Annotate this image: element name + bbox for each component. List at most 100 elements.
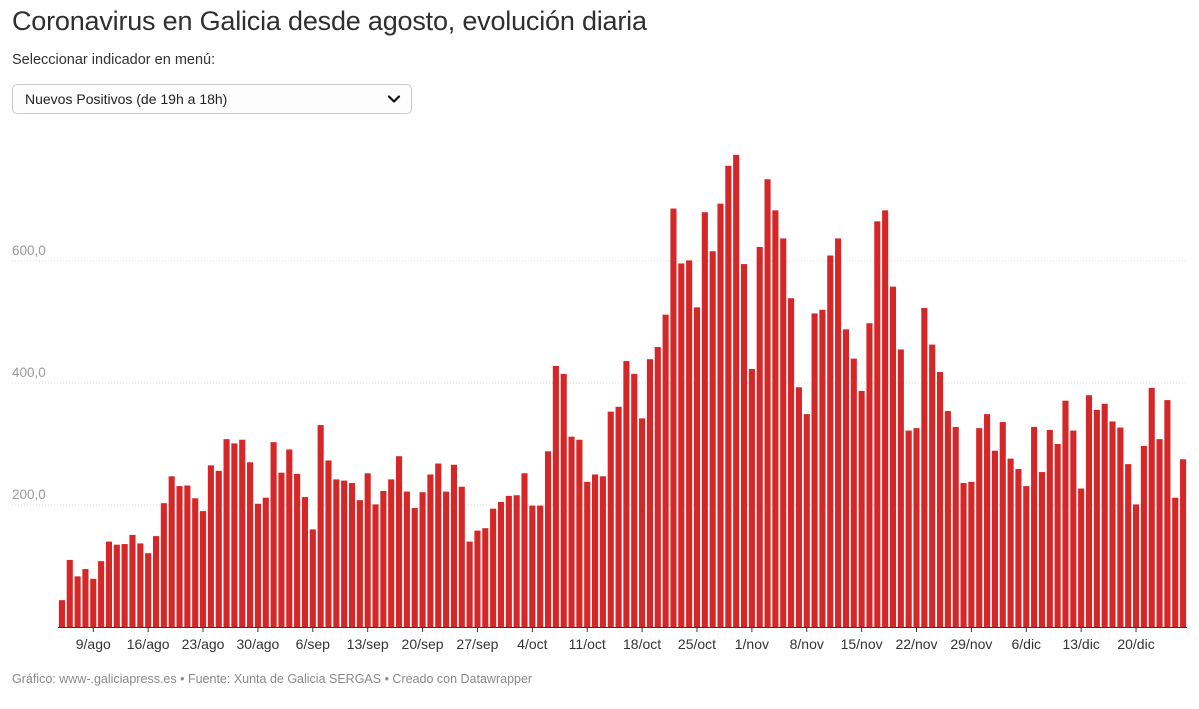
bar <box>537 505 544 627</box>
bar <box>1007 458 1014 627</box>
bar <box>90 578 97 627</box>
bar <box>231 443 238 627</box>
bar <box>66 559 73 627</box>
indicator-select-value: Nuevos Positivos (de 19h a 18h) <box>25 91 228 107</box>
bar <box>615 406 622 627</box>
bar <box>505 495 512 627</box>
bar <box>1117 427 1124 627</box>
bar <box>936 372 944 627</box>
bar <box>748 368 755 627</box>
x-tick-label: 22/nov <box>895 636 937 652</box>
x-tick-label: 13/dic <box>1062 636 1099 652</box>
bar <box>1023 486 1030 627</box>
bar <box>419 492 426 627</box>
bar <box>576 439 583 627</box>
bar <box>262 497 269 627</box>
bar <box>388 479 395 627</box>
bar <box>1101 403 1108 627</box>
bar <box>921 307 928 627</box>
bar <box>1015 469 1022 627</box>
bar <box>270 442 277 627</box>
bar <box>137 543 144 627</box>
bar <box>341 480 348 627</box>
bar <box>333 479 340 627</box>
bar <box>286 449 293 627</box>
bar <box>105 541 113 627</box>
bar <box>835 238 842 627</box>
bar <box>780 238 787 627</box>
y-tick-label: 200,0 <box>12 487 46 502</box>
chart-title: Coronavirus en Galicia desde agosto, evo… <box>12 6 647 36</box>
bar <box>395 456 403 627</box>
y-tick-label: 600,0 <box>12 243 46 258</box>
selector-caption: Seleccionar indicador en menú: <box>12 52 216 68</box>
bar <box>1148 387 1155 627</box>
bar <box>795 387 802 627</box>
bar <box>529 505 536 627</box>
bar <box>733 154 740 628</box>
bar <box>254 503 261 627</box>
bar <box>725 165 732 627</box>
x-tick-label: 20/dic <box>1117 636 1154 652</box>
x-tick-label: 6/sep <box>296 636 330 652</box>
bar <box>82 569 89 627</box>
x-tick-label: 20/sep <box>402 636 444 652</box>
daily-cases-chart: 200,0 400,0 600,0 9/ago 16/ago 23/ago 30/ago 6/… <box>12 154 1187 652</box>
bar <box>639 418 646 627</box>
bar <box>380 490 387 627</box>
bar <box>192 498 199 627</box>
bar <box>819 309 826 627</box>
bar <box>168 476 175 627</box>
bar <box>450 464 457 627</box>
bar <box>952 426 959 627</box>
bar <box>348 483 356 627</box>
bar <box>984 414 991 627</box>
bar <box>1180 459 1187 627</box>
bar <box>435 463 442 627</box>
bar <box>239 439 246 627</box>
bar <box>466 541 473 627</box>
bar <box>678 263 685 627</box>
bar <box>113 544 120 627</box>
bar <box>646 359 653 627</box>
bar <box>521 473 528 627</box>
bar <box>1062 400 1069 627</box>
bar <box>1038 472 1046 627</box>
bar <box>1125 464 1132 627</box>
bar <box>121 544 128 627</box>
x-tick-label: 15/nov <box>841 636 883 652</box>
bar <box>717 203 724 627</box>
bar <box>1046 429 1053 627</box>
indicator-select[interactable]: Nuevos Positivos (de 19h a 18h) <box>12 84 412 114</box>
bar <box>458 486 465 627</box>
bar <box>215 470 222 627</box>
x-tick-label: 18/oct <box>623 636 661 652</box>
bar <box>631 373 638 627</box>
bar <box>772 210 779 627</box>
bar <box>929 344 936 627</box>
bar <box>709 251 716 627</box>
bar <box>325 460 332 627</box>
bar <box>584 481 591 627</box>
bar <box>764 179 771 627</box>
bar <box>960 483 967 627</box>
bar <box>560 373 567 627</box>
x-tick-label: 30/ago <box>237 636 280 652</box>
y-tick-label: 400,0 <box>12 365 46 380</box>
bar <box>1172 497 1179 627</box>
bar <box>874 221 881 627</box>
bar <box>443 491 450 627</box>
bar <box>1078 488 1085 627</box>
bar <box>686 260 693 627</box>
bar <box>317 425 324 627</box>
bar <box>599 476 606 627</box>
bar <box>176 486 183 627</box>
bar <box>145 553 152 627</box>
bar <box>356 500 363 627</box>
x-tick-label: 13/sep <box>347 636 389 652</box>
bar <box>827 255 834 627</box>
bar <box>607 411 614 627</box>
x-tick-label: 9/ago <box>76 636 111 652</box>
bar <box>913 428 920 627</box>
bar <box>58 600 65 627</box>
